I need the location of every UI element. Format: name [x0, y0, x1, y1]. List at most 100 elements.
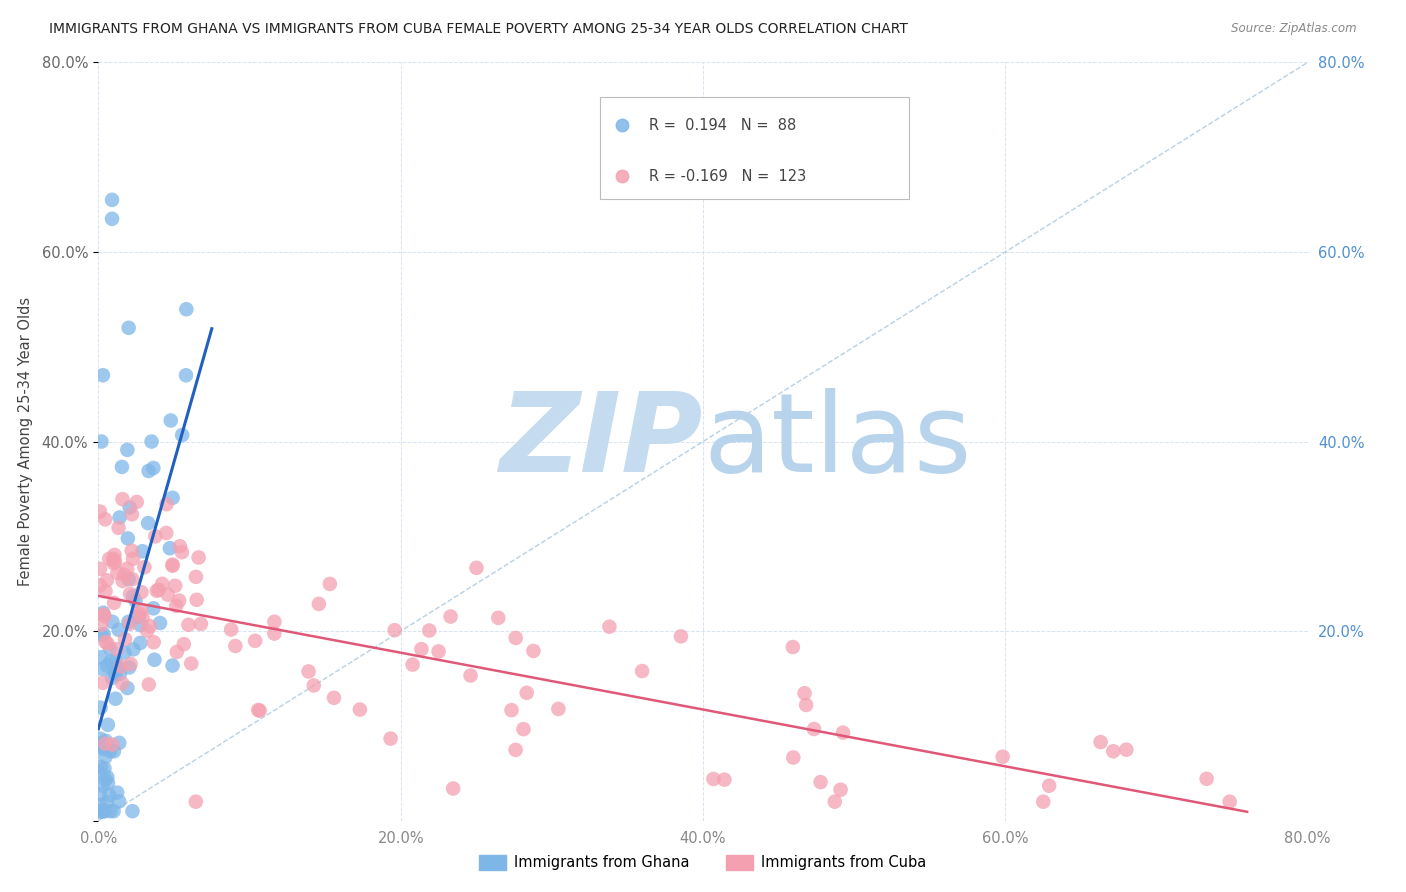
Point [1032, 795, 1054, 809]
Point [94, 584, 117, 599]
Point [90, 618, 112, 632]
FancyBboxPatch shape [600, 96, 908, 199]
Point [107, 623, 129, 637]
Point [104, 662, 127, 676]
Point [89, 804, 111, 818]
Point [108, 510, 131, 524]
Point [702, 772, 724, 786]
Point [349, 702, 371, 716]
Point [94, 635, 117, 649]
Point [103, 552, 125, 566]
Point [830, 782, 852, 797]
Point [90, 629, 112, 643]
Point [105, 642, 128, 657]
Point [219, 623, 242, 637]
Point [124, 593, 146, 607]
Point [170, 545, 193, 559]
Point [90, 650, 112, 665]
Point [125, 495, 148, 509]
Point [89, 787, 111, 801]
Point [512, 722, 534, 736]
Point [107, 566, 129, 580]
Point [465, 561, 488, 575]
Point [89, 562, 111, 576]
Point [832, 725, 855, 739]
Point [155, 525, 177, 540]
Point [224, 639, 246, 653]
Point [121, 508, 143, 522]
Point [103, 596, 125, 610]
Point [1090, 735, 1112, 749]
Point [114, 646, 136, 660]
Point [90, 760, 112, 774]
Point [129, 604, 152, 618]
Point [97, 776, 120, 790]
Point [111, 676, 134, 690]
Point [138, 677, 160, 691]
Point [115, 562, 138, 576]
Point [810, 775, 832, 789]
Point [91, 779, 114, 793]
Point [111, 574, 134, 588]
Y-axis label: Female Poverty Among 25-34 Year Olds: Female Poverty Among 25-34 Year Olds [18, 297, 34, 586]
Point [1219, 795, 1241, 809]
Point [89, 731, 111, 746]
Point [159, 413, 181, 427]
Point [131, 544, 153, 558]
Point [104, 667, 127, 681]
Point [263, 615, 285, 629]
Point [89, 737, 111, 751]
Point [91, 368, 114, 383]
Point [108, 794, 131, 808]
Point [177, 617, 200, 632]
Point [93, 609, 115, 624]
Point [96, 574, 118, 588]
Point [94, 512, 117, 526]
Point [107, 660, 129, 674]
Point [176, 302, 198, 317]
Text: IMMIGRANTS FROM GHANA VS IMMIGRANTS FROM CUBA FEMALE POVERTY AMONG 25-34 YEAR OL: IMMIGRANTS FROM GHANA VS IMMIGRANTS FROM… [49, 22, 908, 37]
Point [136, 516, 159, 530]
Point [142, 601, 165, 615]
Point [90, 434, 112, 449]
Point [94, 737, 117, 751]
Point [418, 624, 440, 638]
Point [384, 623, 406, 637]
Legend: Immigrants from Ghana, Immigrants from Cuba: Immigrants from Ghana, Immigrants from C… [474, 848, 932, 876]
Point [104, 665, 127, 679]
Point [121, 572, 143, 586]
Point [516, 686, 538, 700]
Point [184, 570, 207, 584]
Point [162, 558, 184, 572]
Point [90, 739, 112, 753]
Point [114, 632, 136, 647]
Point [547, 702, 569, 716]
Point [150, 577, 173, 591]
Point [411, 642, 433, 657]
Text: R = -0.169   N =  123: R = -0.169 N = 123 [648, 169, 806, 184]
Point [91, 607, 114, 622]
Point [187, 550, 209, 565]
Point [98, 788, 121, 802]
Point [297, 665, 319, 679]
Point [165, 579, 187, 593]
Point [101, 671, 124, 685]
Point [101, 211, 124, 226]
Point [148, 582, 170, 597]
Point [111, 492, 134, 507]
Point [122, 551, 145, 566]
Point [247, 703, 270, 717]
Point [167, 593, 190, 607]
Point [143, 529, 166, 543]
Point [1038, 779, 1060, 793]
Point [91, 742, 114, 756]
Point [117, 572, 139, 586]
Text: R =  0.194   N =  88: R = 0.194 N = 88 [648, 118, 796, 133]
Point [117, 532, 139, 546]
Point [243, 633, 266, 648]
Point [486, 611, 509, 625]
Point [155, 497, 177, 511]
Point [104, 691, 127, 706]
Point [89, 578, 111, 592]
Point [380, 731, 402, 746]
